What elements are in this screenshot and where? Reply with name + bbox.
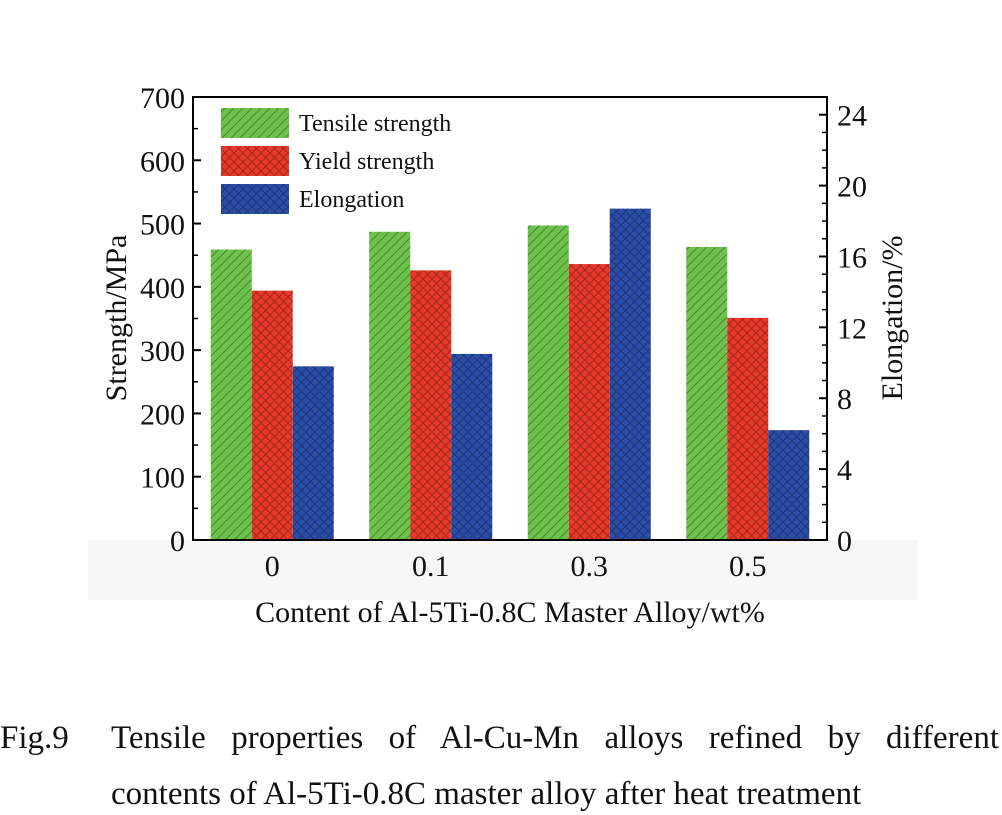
y-tick-label: 100 xyxy=(140,462,185,495)
legend-swatch-pattern xyxy=(221,108,289,138)
caption-label: Fig.9 xyxy=(0,720,69,756)
y-right-tick-label: 4 xyxy=(837,454,852,487)
legend-label: Yield strength xyxy=(299,149,434,175)
bars-layer xyxy=(210,208,810,541)
bar-pattern xyxy=(727,317,769,540)
y-tick-label: 400 xyxy=(140,272,185,305)
y-axis-label-left: Strength/MPa xyxy=(100,235,133,402)
legend-swatch-pattern xyxy=(221,146,289,176)
y-tick-label: 600 xyxy=(140,145,185,178)
bar-pattern xyxy=(768,430,810,540)
y-tick-label: 300 xyxy=(140,335,185,368)
x-tick-label: 0.1 xyxy=(412,550,450,583)
caption-line-2: contents of Al-5Ti-0.8C master alloy aft… xyxy=(111,776,862,812)
legend-label: Elongation xyxy=(299,187,404,213)
bar-pattern xyxy=(686,246,728,541)
y-right-tick-label: 16 xyxy=(837,241,867,274)
y-tick-label: 700 xyxy=(140,82,185,115)
left-y-axis: 0 100 200 300 400 500 600 700 xyxy=(140,82,201,558)
bar-pattern xyxy=(527,225,569,540)
x-tick-label: 0.3 xyxy=(571,550,609,583)
y-tick-label: 0 xyxy=(170,525,185,558)
x-axis-label: Content of Al-5Ti-0.8C Master Alloy/wt% xyxy=(255,596,765,629)
y-right-tick-label: 8 xyxy=(837,383,852,416)
right-y-axis: 0 4 8 12 16 20 24 xyxy=(819,100,867,558)
bar-pattern xyxy=(451,353,493,540)
caption-line-1: Tensile properties of Al-Cu-Mn alloys re… xyxy=(111,720,999,756)
x-axis: 0 0.1 0.3 0.5 xyxy=(265,550,767,583)
x-tick-label: 0 xyxy=(265,550,280,583)
bar-pattern xyxy=(410,270,452,540)
y-right-tick-label: 24 xyxy=(837,100,867,133)
y-tick-label: 200 xyxy=(140,398,185,431)
bar-pattern xyxy=(568,264,610,540)
x-tick-label: 0.5 xyxy=(729,550,767,583)
legend-label: Tensile strength xyxy=(299,111,451,137)
y-right-tick-label: 20 xyxy=(837,171,867,204)
y-right-tick-label: 0 xyxy=(837,525,852,558)
bar-pattern xyxy=(369,231,411,540)
y-tick-label: 500 xyxy=(140,209,185,242)
x-axis-band xyxy=(88,540,918,600)
legend: Tensile strength Yield strength Elongation xyxy=(221,108,451,214)
bar-pattern xyxy=(251,290,293,540)
bar-pattern xyxy=(292,366,334,540)
bar-pattern xyxy=(609,208,651,541)
bar-pattern xyxy=(210,249,252,541)
y-axis-label-right: Elongation/% xyxy=(876,236,909,401)
legend-swatch-pattern xyxy=(221,184,289,214)
y-right-tick-label: 12 xyxy=(837,312,867,345)
